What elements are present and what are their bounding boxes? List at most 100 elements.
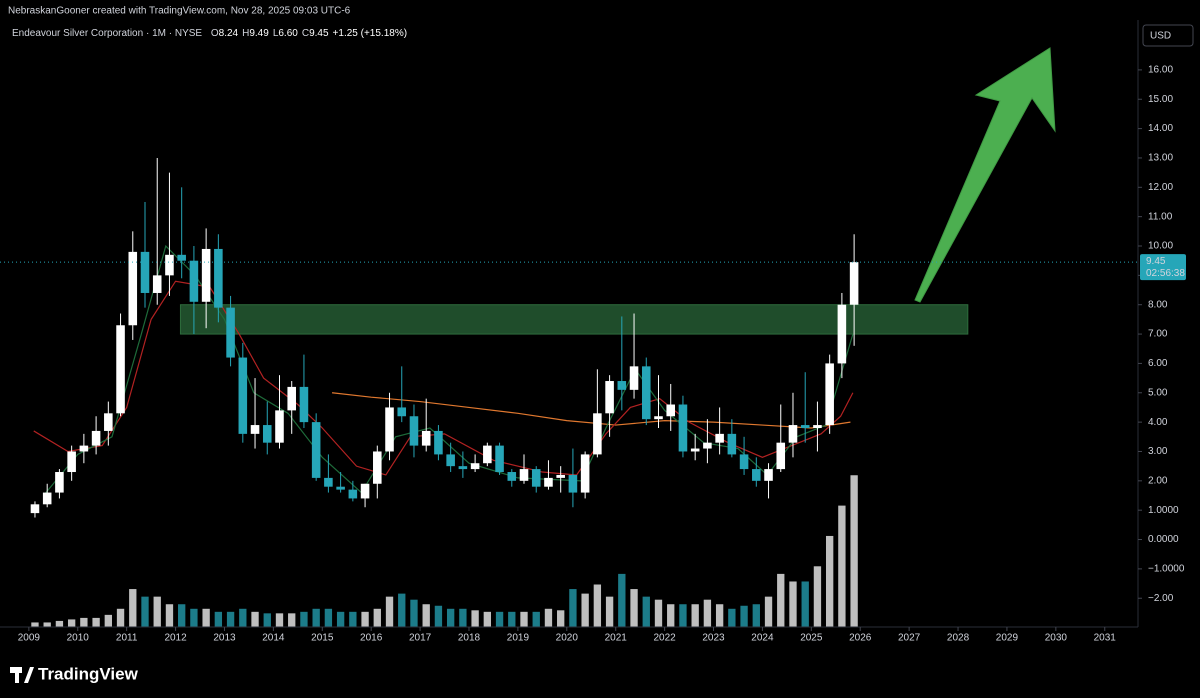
volume-bar [813,566,822,627]
volume-bar [508,611,516,627]
volume-bar [715,604,724,627]
volume-bar [789,581,797,627]
candle-body [189,260,199,302]
candle-body [568,474,578,493]
x-tick-label: 2027 [898,633,921,644]
volume-bar [691,604,699,627]
volume-bar [838,505,846,627]
volume-bar [593,584,602,627]
x-tick-label: 2028 [947,633,970,644]
candle-body [336,486,345,490]
currency-box[interactable] [1142,24,1194,47]
x-tick-label: 2017 [409,633,432,644]
volume-bar [239,608,247,627]
candle-body [152,275,162,293]
candle-body [385,407,394,452]
x-tick-label: 2010 [67,633,90,644]
volume-bar [654,599,663,627]
candle-body [275,410,284,443]
candle-body [495,445,504,473]
volume-bar [850,475,858,627]
volume-bar [55,620,64,627]
x-tick-label: 2026 [849,633,872,644]
logo-icon [10,667,34,683]
candle-body [91,430,101,446]
x-tick-label: 2021 [605,633,628,644]
candle-body [373,451,382,484]
y-tick-label: 13.00 [1148,153,1173,164]
moving-average [331,392,851,429]
candle-body [140,251,150,293]
volume-bar [300,611,308,627]
y-tick-label: 5.00 [1148,387,1168,398]
candle-body [544,477,553,487]
volume-bar [349,611,357,627]
legend-key: L [273,28,279,39]
candle-body [434,430,443,455]
legend-key: C [302,28,309,39]
volume-bar [410,599,418,627]
x-tick-label: 2014 [262,633,285,644]
candle-body [30,504,40,514]
volume-bar [605,596,614,627]
y-tick-label: −1.0000 [1148,564,1185,575]
y-tick-label: 8.00 [1148,299,1168,310]
y-tick-label: 10.00 [1148,241,1173,252]
moving-average [43,244,854,496]
x-tick-label: 2009 [18,633,41,644]
volume-bar [495,611,504,627]
candle-body [324,477,333,487]
volume-bar [178,604,186,627]
candle-body [177,254,186,261]
last-price-box [1140,254,1186,281]
volume-bar [92,617,100,627]
candle-body [788,425,798,443]
y-tick-label: 3.00 [1148,446,1168,457]
y-tick-label: 14.00 [1148,123,1173,134]
volume-bar [728,608,736,627]
candle-body [165,254,174,276]
candle-body [458,466,468,470]
candle-body [800,425,810,428]
volume-bar [752,604,760,627]
volume-bar [43,622,51,627]
candle-body [654,416,663,420]
volume-bar [557,610,565,627]
candle-body [727,433,737,455]
candle-body [262,425,272,443]
volume-bar [801,581,809,627]
x-tick-label: 2019 [507,633,530,644]
candle-body [605,381,614,414]
volume-bar [165,604,174,627]
candle-body [629,366,639,390]
candle-body [617,381,627,390]
volume-bar [764,596,773,627]
volume-bar [129,589,137,627]
candle-body [409,416,419,446]
candle-body [507,472,517,481]
volume-bar [116,608,125,627]
volume-bar [667,604,675,627]
volume-bar [288,613,296,627]
legend-change: +1.25 (+15.18%) [333,28,408,39]
volume-bar [67,619,76,627]
zone [179,304,969,335]
candle-body [531,469,541,487]
volume-bar [275,613,284,627]
volume-bar [483,611,491,627]
volume-bar [569,589,577,627]
volume-bar [825,535,834,627]
volume-bar [373,608,381,627]
x-tick-label: 2025 [800,633,823,644]
last-price-label: 9.45 [1146,256,1166,267]
candle-body [214,248,223,308]
volume-bar [630,589,638,627]
candle-body [226,307,235,358]
candle-body [776,442,786,470]
candle-body [116,325,125,414]
volume-bar [104,614,112,627]
volume-bar [532,611,540,627]
candle-body [764,469,773,481]
x-tick-label: 2030 [1045,633,1068,644]
volume-bar [336,611,345,627]
